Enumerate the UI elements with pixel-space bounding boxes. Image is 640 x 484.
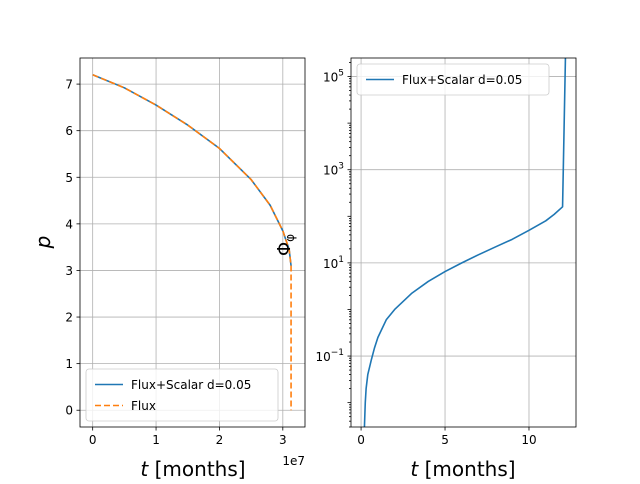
x-tick-label: 0 [89, 433, 97, 447]
left-xlabel-unit: [months] [148, 457, 245, 480]
y-tick-label: 103 [323, 162, 344, 178]
legend-label: Flux+Scalar d=0.05 [402, 73, 522, 87]
x-tick-label: 3 [279, 433, 287, 447]
right-xlabel-unit: [months] [418, 457, 515, 480]
legend-label: Flux [131, 399, 156, 413]
y-tick-label: 1 [65, 357, 73, 371]
series-line-flux-scalar-d-0-05 [363, 58, 567, 427]
left-plot-area: 0 1 2 3 0 1 2 3 4 5 6 7 [65, 57, 306, 447]
y-tick-label: 3 [65, 264, 73, 278]
y-tick-label: 0 [65, 404, 73, 418]
left-xlabel-symbol: t [140, 457, 149, 480]
y-tick-label: 105 [323, 69, 344, 85]
x-tick-label: 1 [152, 433, 160, 447]
left-axes: 0 1 2 3 0 1 2 3 4 5 6 7 p t [months] 1e7 Φφ Flux+Sc… [31, 57, 306, 481]
left-offset-text: 1e7 [282, 454, 305, 468]
x-tick-label: 0 [357, 433, 365, 447]
left-annotation: Φφ [274, 234, 297, 256]
right-legend: Flux+Scalar d=0.05 [356, 63, 550, 96]
legend-frame [356, 63, 550, 96]
left-ylabel: p [31, 236, 55, 250]
y-tick-label: 4 [65, 217, 73, 231]
y-tick-label: 7 [65, 78, 73, 92]
right-xlabel: t [months] [410, 457, 515, 480]
y-tick-label: 2 [65, 311, 73, 325]
y-tick-label: 5 [65, 171, 73, 185]
x-tick-label: 10 [521, 433, 536, 447]
left-xlabel: t [months] [140, 457, 245, 480]
y-tick-label: 6 [65, 124, 73, 138]
right-axes: 0 5 10 10−1 101 103 105 t [months] Flux+Scalar… [315, 57, 577, 481]
axes-frame [79, 57, 306, 428]
series-line-flux [92, 74, 292, 411]
x-tick-label: 2 [216, 433, 224, 447]
legend-label: Flux+Scalar d=0.05 [131, 378, 251, 392]
x-tick-label: 5 [441, 433, 449, 447]
right-xlabel-symbol: t [410, 457, 419, 480]
right-plot-area: 0 5 10 10−1 101 103 105 [315, 57, 577, 447]
y-tick-label: 10−1 [315, 348, 344, 364]
axes-frame [350, 57, 577, 428]
y-tick-label: 101 [323, 255, 344, 271]
legend-frame [85, 368, 279, 422]
left-legend: Flux+Scalar d=0.05 Flux [85, 368, 279, 422]
